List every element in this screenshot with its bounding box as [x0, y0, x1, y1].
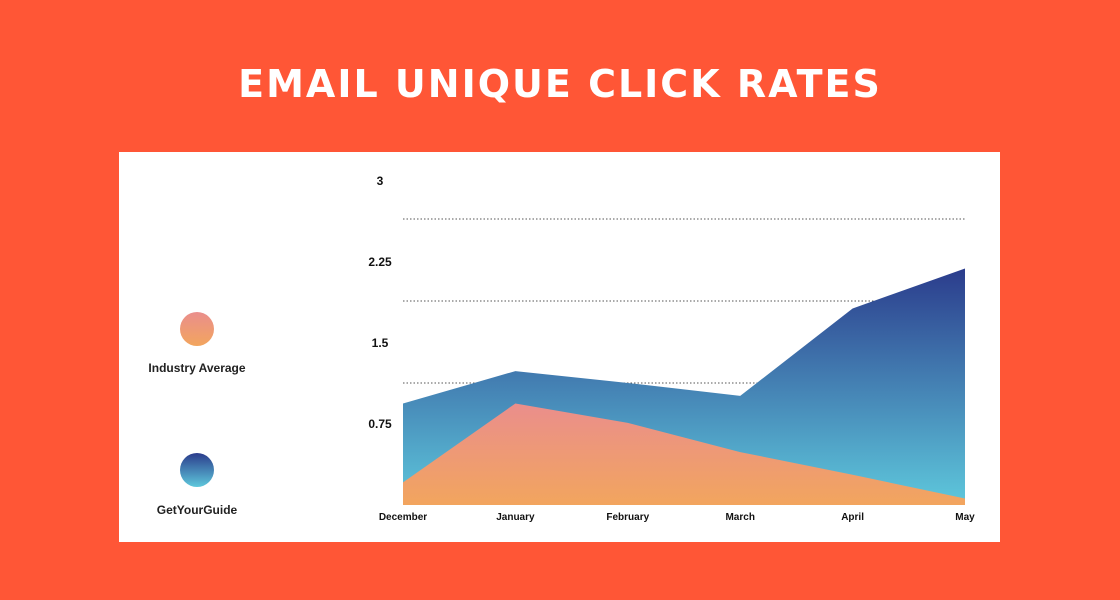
x-tick-label: January [496, 512, 535, 523]
legend-label-getyourguide: GetYourGuide [156, 503, 238, 517]
x-tick-label: March [725, 512, 754, 523]
x-tick-label: May [955, 512, 975, 523]
y-tick-label: 3 [377, 174, 384, 188]
y-tick-label: 1.5 [372, 336, 389, 350]
x-tick-label: April [841, 512, 864, 523]
legend-label-industry-average: Industry Average [148, 361, 246, 375]
legend-swatch-getyourguide [180, 453, 214, 487]
legend-swatch-industry-average [180, 312, 214, 346]
y-tick-label: 2.25 [368, 255, 392, 269]
area-industry-average [403, 403, 965, 505]
chart-title: EMAIL UNIQUE CLICK RATES [238, 62, 882, 106]
y-tick-label: 0.75 [368, 417, 392, 431]
x-tick-label: February [606, 512, 649, 523]
x-tick-label: December [379, 512, 427, 523]
